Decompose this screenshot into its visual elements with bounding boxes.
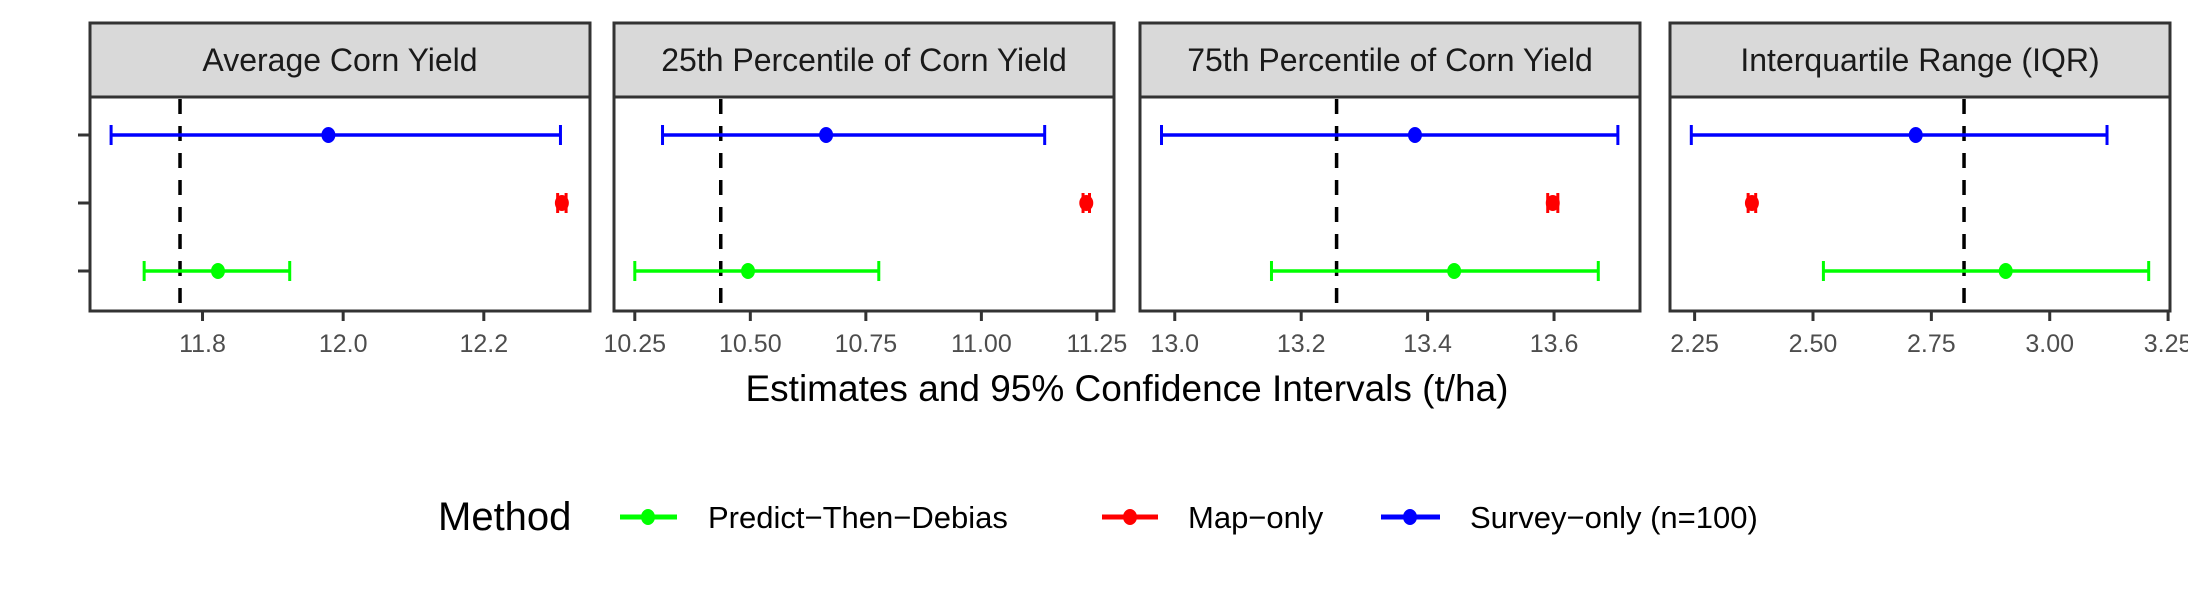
series-map-only [1545, 193, 1560, 213]
x-tick-label: 10.25 [604, 330, 667, 358]
x-tick-label: 2.50 [1789, 330, 1838, 358]
x-tick-label: 3.25 [2144, 330, 2188, 358]
x-tick-label: 11.00 [951, 330, 1012, 358]
legend-title: Method [438, 495, 571, 539]
x-tick-label: 12.2 [459, 330, 508, 358]
series-survey-only--n----- [1689, 125, 2109, 145]
x-tick-label: 10.75 [835, 330, 898, 358]
facet-title: 25th Percentile of Corn Yield [661, 42, 1067, 78]
panel-area [88, 95, 592, 313]
series-predict-then-debias [633, 261, 881, 281]
x-tick-label: 11.8 [179, 330, 226, 358]
x-tick-label: 13.2 [1277, 330, 1326, 358]
legend-label-map-only: Map−only [1188, 500, 1324, 535]
series-map-only [554, 193, 569, 213]
x-tick-label: 2.75 [1907, 330, 1956, 358]
series-map-only [1744, 193, 1759, 213]
point-estimate [1545, 195, 1560, 211]
facet-strip [612, 21, 1116, 99]
series-survey-only--n----- [109, 125, 562, 145]
point-estimate [819, 127, 834, 143]
series-predict-then-debias [142, 261, 292, 281]
point-estimate [1079, 195, 1094, 211]
panel-1: 25th Percentile of Corn Yield 10.25 10.50 1… [604, 21, 1128, 358]
x-tick-label: 11.25 [1067, 330, 1128, 358]
x-tick-label: 13.6 [1530, 330, 1579, 358]
series-survey-only--n----- [661, 125, 1047, 145]
series-survey-only--n----- [1159, 125, 1620, 145]
point-estimate [321, 127, 336, 143]
facet-strip [1138, 21, 1642, 99]
series-predict-then-debias [1269, 261, 1600, 281]
legend-label-predict-then-debias: Predict−Then−Debias [708, 500, 1008, 535]
point-estimate [1998, 263, 2013, 279]
panel-area [1138, 95, 1642, 313]
facet-title: 75th Percentile of Corn Yield [1187, 42, 1593, 78]
facet-title: Average Corn Yield [202, 42, 477, 78]
series-predict-then-debias [1821, 261, 2151, 281]
facet-panels: Average Corn Yield 11.8 12.0 12.2 25th Perce… [78, 21, 2188, 358]
x-tick-label: 13.4 [1403, 330, 1452, 358]
point-estimate [1407, 127, 1422, 143]
point-estimate [741, 263, 756, 279]
legend-key-survey-only [1381, 509, 1440, 525]
legend-label-survey-only: Survey−only (n=100) [1470, 500, 1758, 535]
facet-title: Interquartile Range (IQR) [1740, 42, 2099, 78]
panel-3: Interquartile Range (IQR) 2.25 2.50 2.75 3.0… [1668, 21, 2188, 358]
facet-strip [1668, 21, 2172, 99]
point-estimate [1744, 195, 1759, 211]
legend-key-predict-then-debias [620, 509, 677, 525]
panel-2: 75th Percentile of Corn Yield 13.0 13.2 13.… [1138, 21, 1642, 358]
point-estimate [210, 263, 225, 279]
point-estimate [554, 195, 569, 211]
x-tick-label: 2.25 [1670, 330, 1719, 358]
legend: Method Predict−Then−Debias Map−only Surv… [438, 495, 1758, 539]
point-estimate [1447, 263, 1462, 279]
x-tick-label: 13.0 [1150, 330, 1199, 358]
x-axis-title: Estimates and 95% Confidence Intervals (… [746, 368, 1509, 409]
legend-key-map-only [1102, 509, 1158, 525]
point-estimate [1908, 127, 1923, 143]
x-tick-label: 10.50 [719, 330, 782, 358]
series-map-only [1079, 193, 1094, 213]
x-tick-label: 12.0 [319, 330, 368, 358]
x-tick-label: 3.00 [2025, 330, 2074, 358]
panel-0: Average Corn Yield 11.8 12.0 12.2 [88, 21, 592, 358]
panel-area [612, 95, 1116, 313]
facet-strip [88, 21, 592, 99]
